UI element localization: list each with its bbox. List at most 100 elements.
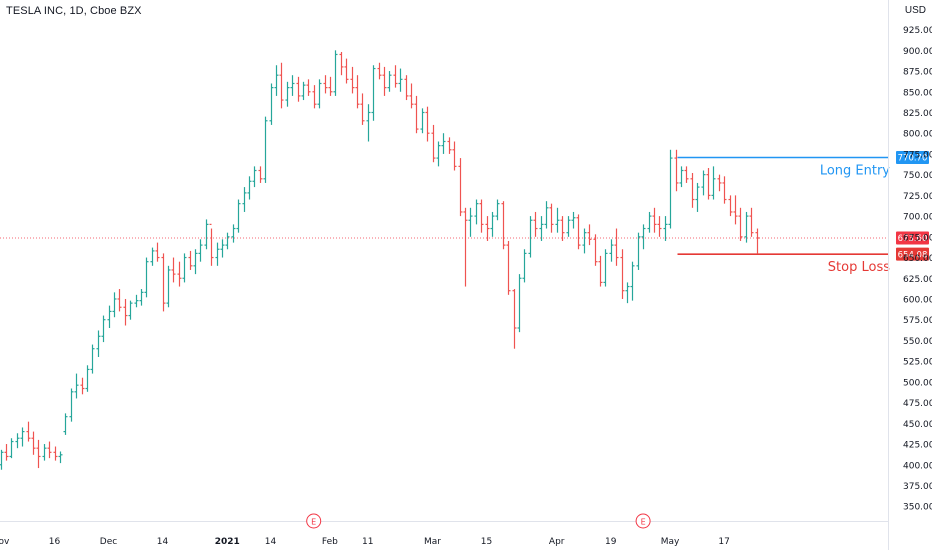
ohlc-bar [194,249,198,274]
ohlc-bar [113,292,117,317]
ohlc-bar [167,266,171,307]
ohlc-bar [37,440,41,468]
ohlc-bar [140,289,144,306]
ohlc-bar [54,447,58,461]
ohlc-bar [610,239,614,261]
ohlc-bar [210,224,214,265]
ohlc-bar [507,241,511,295]
price-tick-label: 375.00 [903,482,932,492]
ohlc-bar [702,171,706,196]
ohlc-bar [280,63,284,109]
ohlc-bar [318,79,322,108]
ohlc-bar [658,216,662,237]
ohlc-bar [340,52,344,75]
ohlc-bar [0,450,4,470]
ohlc-bar [426,107,430,142]
time-axis[interactable]: Nov16Dec14202114Feb11Mar15Apr19May17 [0,522,888,548]
earnings-event-marker: E [636,514,650,528]
ohlc-bar [48,442,52,459]
ohlc-bar [486,216,490,241]
ohlc-bar [383,67,387,96]
ohlc-bar [86,365,90,392]
ohlc-bar [334,50,338,96]
time-tick-label: Nov [0,537,10,547]
price-tick-label: 725.00 [903,192,932,202]
ohlc-bar [480,200,484,233]
price-tick-label: 775.00 [903,150,932,160]
ohlc-bar [151,248,155,266]
ohlc-bar [442,133,446,154]
ohlc-bar [307,79,311,96]
ohlc-bar [550,204,554,233]
ohlc-bar [540,216,544,241]
ohlc-bar [70,389,74,422]
ohlc-bar [664,216,668,241]
time-tick-label: 14 [157,537,169,547]
ohlc-bar [556,208,560,233]
time-tick-label: Feb [322,537,338,547]
symbol-title[interactable]: TESLA INC, 1D, Cboe BZX [6,5,142,17]
ohlc-bar [118,289,122,311]
time-tick-label: Dec [100,537,117,547]
ohlc-bar [523,249,527,282]
price-tick-label: 750.00 [903,171,932,181]
price-tick-label: 550.00 [903,337,932,347]
ohlc-bar [723,176,727,203]
ohlc-bar [243,187,247,212]
ohlc-bar [102,316,106,343]
ohlc-bar [97,330,101,357]
ohlc-bar [216,243,220,266]
ohlc-bar [718,175,722,192]
ohlc-bar [108,306,112,328]
time-tick-label: 15 [481,537,492,547]
price-tick-label: 450.00 [903,420,932,430]
ohlc-bar [459,158,463,216]
ohlc-bar [189,251,193,270]
ohlc-bar [156,243,160,262]
ohlc-bar [432,125,436,162]
ohlc-bar [464,208,468,287]
ohlc-bar [378,63,382,80]
ohlc-bar [399,69,403,92]
ohlc-bar [129,301,133,320]
level-name-label: Long Entry [820,163,890,178]
price-tick-label: 875.00 [903,68,932,78]
ohlc-bar [496,200,500,221]
currency-label[interactable]: USD [905,5,926,16]
ohlc-bar [712,166,716,199]
time-tick-label: 2021 [215,537,240,547]
price-tick-label: 625.00 [903,275,932,285]
ohlc-bar [367,104,371,141]
ohlc-bar [351,67,355,94]
price-axis[interactable]: 350.00375.00400.00425.00450.00475.00500.… [889,0,932,550]
ohlc-bar [675,150,679,191]
ohlc-bar [313,85,317,108]
ohlc-bar [680,166,684,187]
ohlc-bar [356,75,360,108]
ohlc-bar [178,262,182,287]
ohlc-bar [297,77,301,102]
ohlc-bar [631,262,635,301]
ohlc-bar [421,108,425,133]
ohlc-bar [172,258,176,283]
ohlc-bar [513,289,517,349]
ohlc-bar [237,200,241,233]
earnings-event-label: E [311,517,316,526]
ohlc-bar [734,195,738,224]
ohlc-bar [491,212,495,237]
ohlc-bar [475,200,479,225]
ohlc-bar [205,219,209,249]
ohlc-bar [232,224,236,242]
ohlc-bar [583,229,587,254]
ohlc-bar [361,93,365,124]
ohlc-bar [415,96,419,133]
level-name-label: Stop Loss [828,260,890,275]
ohlc-bar [691,173,695,208]
ohlc-bar [162,253,166,311]
ohlc-bar [534,212,538,237]
ohlc-bar [405,75,409,100]
ohlc-bar [696,183,700,212]
ohlc-bar [264,117,268,183]
